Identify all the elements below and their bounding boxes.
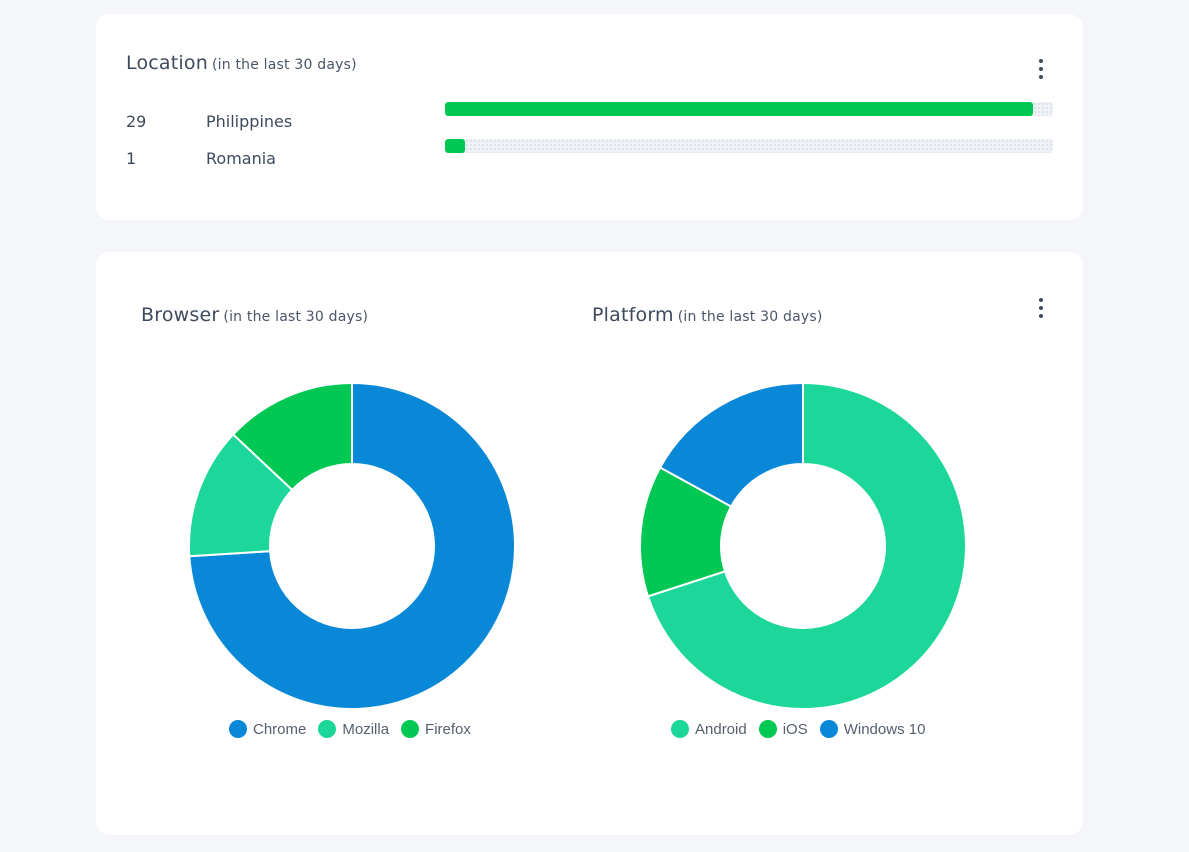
charts-menu-icon[interactable] — [1033, 296, 1049, 320]
location-bar-fill-philippines — [445, 102, 1033, 116]
legend-label: Firefox — [425, 720, 471, 738]
location-menu-icon[interactable] — [1033, 57, 1049, 81]
platform-title-text: Platform — [592, 304, 674, 326]
legend-item-chrome[interactable]: Chrome — [229, 720, 306, 738]
donut-slice-android[interactable] — [646, 381, 967, 710]
browser-legend: Chrome Mozilla Firefox — [229, 720, 471, 738]
legend-item-windows-10[interactable]: Windows 10 — [819, 720, 926, 738]
legend-dot — [671, 720, 689, 738]
location-bar-fill-romania — [445, 139, 466, 153]
donut-slice-chrome[interactable] — [188, 381, 516, 710]
charts-card: Browser (in the last 30 days) Platform (in… — [96, 252, 1083, 835]
legend-label: Mozilla — [342, 720, 390, 738]
location-title-text: Location — [126, 52, 208, 74]
location-count: 1 — [126, 149, 137, 168]
platform-subtitle: (in the last 30 days) — [677, 309, 823, 325]
legend-item-mozilla[interactable]: Mozilla — [318, 720, 389, 738]
browser-title: Browser (in the last 30 days) — [141, 304, 368, 326]
location-country: Romania — [206, 149, 276, 168]
platform-title: Platform (in the last 30 days) — [592, 304, 823, 326]
location-card: Location (in the last 30 days) 29 Philipp… — [96, 14, 1083, 220]
location-count: 29 — [126, 112, 147, 131]
legend-label: Android — [695, 720, 747, 738]
donut-slice-windows-10[interactable] — [658, 381, 804, 508]
platform-legend: Android iOS Windows 10 — [671, 720, 925, 738]
legend-dot — [229, 720, 247, 738]
location-bar-track-romania — [445, 139, 1053, 153]
legend-dot — [401, 720, 420, 738]
location-bar-track-philippines — [445, 102, 1053, 116]
legend-label: Chrome — [253, 720, 307, 738]
legend-item-firefox[interactable]: Firefox — [401, 720, 471, 738]
donut-slice-firefox[interactable] — [231, 381, 353, 492]
legend-dot — [318, 720, 337, 738]
browser-title-text: Browser — [141, 304, 220, 326]
legend-label: iOS — [782, 720, 808, 738]
location-country: Philippines — [206, 112, 293, 131]
legend-item-ios[interactable]: iOS — [758, 720, 808, 738]
legend-dot — [819, 720, 838, 738]
browser-donut-chart — [188, 381, 516, 710]
legend-label: Windows 10 — [843, 720, 926, 738]
legend-item-android[interactable]: Android — [671, 720, 747, 738]
location-subtitle: (in the last 30 days) — [211, 57, 357, 73]
platform-donut-chart — [639, 381, 967, 710]
location-title: Location (in the last 30 days) — [126, 52, 357, 74]
browser-subtitle: (in the last 30 days) — [223, 309, 369, 325]
legend-dot — [758, 720, 777, 738]
